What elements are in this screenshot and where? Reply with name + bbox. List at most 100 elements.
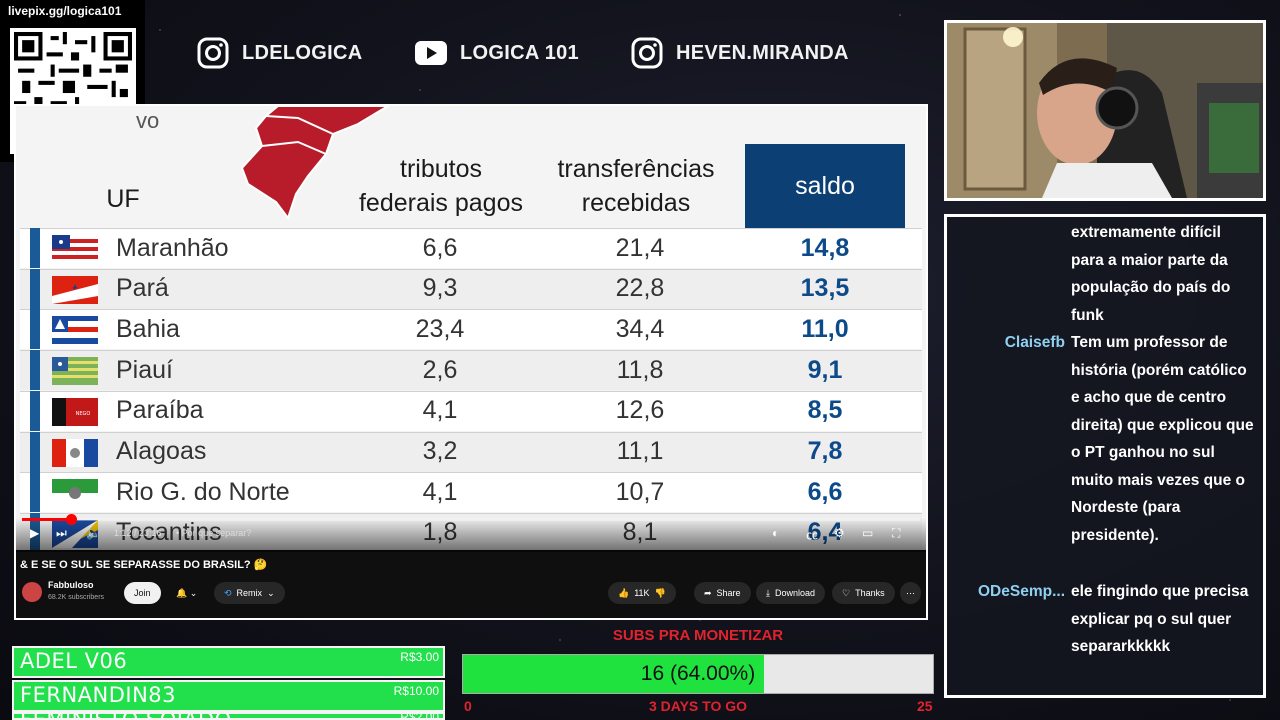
more-options-button[interactable]: ⋯ (900, 582, 921, 604)
join-button[interactable]: Join (124, 582, 161, 604)
cell-transfers-received: 34,4 (615, 314, 665, 343)
chat-username: ODeSemp... (978, 583, 1065, 600)
cell-transfers-received: 10,7 (615, 477, 665, 506)
social-instagram-ldelogica: LDELOGICA (196, 36, 362, 70)
cell-transfers-received: 21,4 (615, 233, 665, 262)
cell-saldo: 11,0 (801, 314, 849, 343)
share-icon: ➦ (704, 587, 712, 598)
video-progress-bar[interactable] (22, 514, 920, 525)
cell-saldo: 14,8 (800, 233, 850, 262)
row-accent-bar (30, 309, 40, 350)
donor-name: ADEL V06 (20, 649, 128, 673)
video-slide-table: vo UF tributos federais pagos transferên… (16, 106, 926, 550)
header-saldo: saldo (745, 144, 905, 228)
row-accent-bar (30, 431, 40, 472)
row-accent-bar (30, 350, 40, 391)
subs-goal-fill (463, 655, 764, 693)
table-row: Bahia 23,4 34,4 11,0 (20, 309, 922, 350)
thumbs-down-icon[interactable]: 👎 (654, 587, 666, 598)
table-row: Maranhão 6,6 21,4 14,8 (20, 228, 922, 268)
progress-knob[interactable] (66, 514, 77, 525)
state-flag-icon (52, 357, 98, 386)
cell-taxes-paid: 23,4 (415, 314, 465, 343)
subscriber-count: 68.2K subscribers (48, 594, 105, 601)
table-row: Rio G. do Norte 4,1 10,7 6,6 (20, 472, 922, 513)
player-controls-overlay (16, 518, 926, 552)
table-row-background (20, 228, 922, 268)
chat-text: extremamente difícil para a maior parte … (1071, 224, 1231, 324)
donation-qr-panel: livepix.gg/logica101 (0, 0, 145, 162)
notification-bell-icon[interactable]: 🔔 ⌄ (176, 587, 198, 598)
thumbs-up-icon: 👍 (618, 587, 630, 598)
chapter-label[interactable]: • Por que separar? (176, 528, 252, 538)
remix-icon: ⟲ (224, 587, 232, 598)
fullscreen-button[interactable]: ⛶ (892, 526, 901, 540)
download-icon: ⤓ (766, 587, 770, 598)
video-info-bar: & E SE O SUL SE SEPARASSE DO BRASIL? 🤔 F… (16, 552, 926, 618)
video-player[interactable]: vo UF tributos federais pagos transferên… (14, 104, 928, 620)
theater-mode-button[interactable]: ▭ (862, 526, 874, 540)
donor-name: FERNANDIN83 (20, 683, 177, 707)
donation-amount: R$10.00 (393, 684, 439, 698)
subs-goal-progress-text: 16 (64.00%) (640, 662, 756, 685)
row-accent-bar (30, 472, 40, 513)
thanks-label: Thanks (855, 588, 885, 598)
like-button[interactable]: 👍 11K 👎 (608, 582, 676, 604)
share-label: Share (716, 588, 741, 598)
cell-transfers-received: 11,8 (616, 355, 664, 384)
cell-state: Rio G. do Norte (116, 477, 290, 506)
next-button[interactable]: ⏭ (56, 526, 67, 540)
social-label: LOGICA 101 (460, 41, 579, 64)
cell-taxes-paid: 4,1 (422, 396, 458, 425)
time-display: 1:12 / 23:16 (114, 528, 162, 538)
south-brazil-map (240, 106, 390, 221)
share-button[interactable]: ➦ Share (694, 582, 751, 604)
table-row-background (20, 472, 922, 513)
cell-saldo: 8,5 (807, 396, 843, 425)
header-received-line2: recebidas (581, 189, 691, 217)
state-flag-icon (52, 438, 98, 467)
settings-gear-icon[interactable]: ⚙ (834, 526, 845, 540)
donation-amount: R$3.00 (400, 650, 439, 664)
autoplay-toggle[interactable]: ◐ (772, 526, 780, 540)
subs-goal-meter: 16 (64.00%) (462, 654, 934, 694)
captions-button[interactable]: ㏄ (806, 528, 819, 542)
social-instagram-heven: HEVEN.MIRANDA (630, 36, 849, 70)
download-button[interactable]: ⤓ Download (756, 582, 826, 604)
donation-amount: R$2.00 (400, 712, 439, 720)
cell-saldo: 13,5 (800, 274, 850, 303)
instagram-icon (196, 36, 230, 70)
table-row-background (20, 309, 922, 350)
cell-state: Maranhão (116, 233, 229, 262)
donation-entry: FEMINISTO SOJADO R$2.00 (12, 712, 445, 720)
table-row: Alagoas 3,2 11,1 7,8 (20, 431, 922, 472)
cell-taxes-paid: 9,3 (422, 274, 458, 303)
thanks-button[interactable]: ♡ Thanks (832, 582, 895, 604)
cell-transfers-received: 12,6 (615, 396, 665, 425)
channel-avatar[interactable] (22, 582, 42, 602)
row-accent-bar (30, 228, 40, 268)
play-button[interactable]: ▶ (30, 526, 40, 540)
chevron-down-icon: ⌄ (267, 587, 275, 598)
channel-name[interactable]: Fabbuloso (48, 580, 94, 590)
table-row: Pará 9,3 22,8 13,5 (20, 268, 922, 309)
cell-state: Pará (116, 274, 169, 303)
donation-entry: FERNANDIN83 R$10.00 (12, 680, 445, 712)
state-flag-icon: NEGO (52, 397, 98, 426)
chat-text: ele fingindo que precisa explicar pq o s… (1071, 583, 1249, 655)
subs-goal-title: SUBS PRA MONETIZAR (612, 627, 784, 644)
remix-button[interactable]: ⟲ Remix ⌄ (214, 582, 285, 604)
state-flag-icon (52, 479, 98, 508)
social-label: LDELOGICA (242, 41, 363, 64)
volume-icon[interactable]: 🔈 (86, 526, 101, 540)
table-row-background (20, 431, 922, 472)
cell-state: Alagoas (116, 437, 207, 465)
table-row: NEGO Paraíba 4,1 12,6 8,5 (20, 390, 922, 431)
cell-taxes-paid: 4,1 (422, 477, 458, 506)
progress-played (22, 518, 67, 521)
chat-panel: extremamente difícil para a maior parte … (944, 214, 1266, 698)
table-row-background (20, 390, 922, 431)
state-flag-icon (52, 275, 98, 304)
subs-goal-max: 25 (917, 698, 933, 714)
table-row-background (20, 268, 922, 309)
